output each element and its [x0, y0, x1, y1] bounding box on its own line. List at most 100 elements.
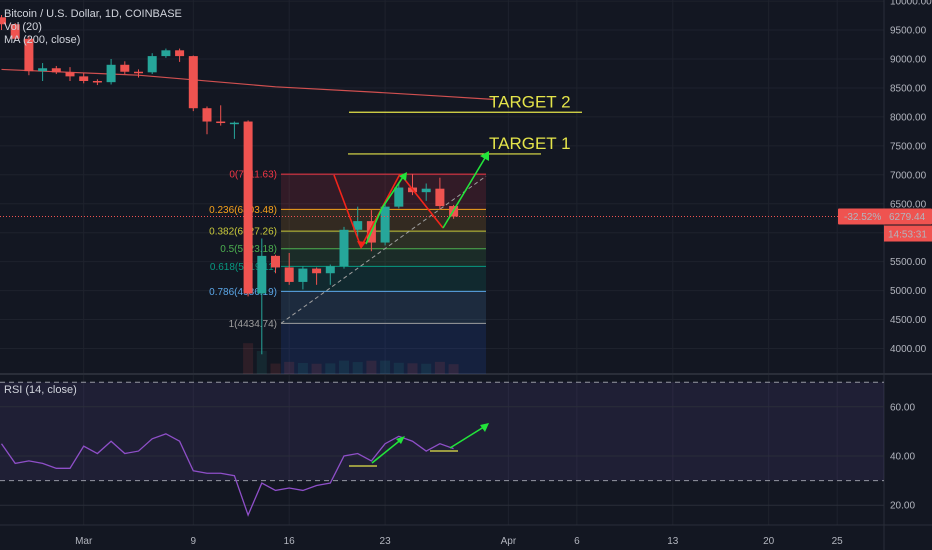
countdown-text: 14:53:31 [888, 230, 927, 241]
symbol-title[interactable]: Bitcoin / U.S. Dollar, 1D, COINBASE [4, 8, 182, 20]
fib-level-label: 0.786(4986.19) [209, 287, 277, 298]
vol-label[interactable]: Vol (20) [4, 21, 42, 33]
rsi-legend: RSI (14, close) [4, 384, 77, 397]
volume-bar [366, 360, 377, 374]
target-label: TARGET 1 [489, 134, 571, 153]
volume-bar [311, 363, 322, 374]
fib-trend-line [280, 175, 487, 324]
candle-body[interactable] [10, 24, 20, 39]
volume-bar [380, 360, 391, 374]
fib-zone-band [281, 291, 486, 324]
rsi-tick-label: 40.00 [890, 452, 915, 463]
candle-body[interactable] [271, 255, 280, 268]
time-tick-label: 20 [763, 536, 775, 547]
volume-bar [339, 360, 349, 374]
fib-lower-band [281, 323, 486, 374]
candle-body[interactable] [38, 68, 48, 72]
candle-body[interactable] [175, 50, 185, 57]
candle-body[interactable] [243, 121, 253, 294]
candle-body[interactable] [106, 64, 116, 83]
price-tick-label: 9000.00 [890, 55, 927, 66]
rsi-arrow-head [480, 423, 489, 432]
volume-bar [256, 351, 267, 374]
volume-bar [393, 362, 404, 374]
price-tick-label: 4000.00 [890, 344, 927, 355]
volume-bar [284, 361, 295, 374]
ma-label[interactable]: MA (200, close) [4, 34, 81, 46]
rsi-arrow-line [371, 437, 404, 464]
last-price-text: 6279.44 [889, 212, 926, 223]
countdown-badge [884, 225, 932, 242]
candle-body[interactable] [0, 17, 6, 25]
candle-body[interactable] [353, 221, 363, 230]
candle-body[interactable] [421, 188, 431, 193]
rsi-arrow-head [396, 436, 405, 444]
candle-body[interactable] [120, 64, 130, 72]
green-arrow-head [480, 151, 489, 161]
fib-level-label: 0(7011.63) [229, 170, 277, 181]
price-tick-label: 4500.00 [890, 315, 927, 326]
candle-body[interactable] [312, 268, 322, 274]
price-tick-label: 5500.00 [890, 257, 927, 268]
candle-body[interactable] [202, 108, 212, 122]
fib-zone-band [281, 248, 486, 267]
price-tick-label: 5000.00 [890, 286, 927, 297]
volume-bar [448, 364, 459, 374]
price-tick-label: 8000.00 [890, 112, 927, 123]
candle-body[interactable] [435, 188, 445, 207]
fib-level-label: 0.618(5419.11) [210, 262, 277, 273]
legend: Bitcoin / U.S. Dollar, 1D, COINBASE Vol … [4, 8, 182, 47]
last-price-badge [838, 208, 932, 225]
candle-body[interactable] [65, 72, 75, 77]
green-path-line [365, 173, 406, 245]
target-label: TARGET 2 [489, 92, 571, 111]
fib-level-label: 0.382(6027.26) [209, 227, 277, 238]
candle-body[interactable] [51, 68, 61, 73]
volume-bar [421, 363, 432, 374]
candle-body[interactable] [79, 76, 89, 82]
rsi-band [0, 382, 884, 481]
candle-body[interactable] [394, 187, 404, 207]
rsi-tick-label: 20.00 [890, 501, 915, 512]
candle-body[interactable] [284, 267, 294, 282]
candle-body[interactable] [147, 56, 157, 73]
green-arrow-head [399, 172, 407, 181]
candle-body[interactable] [188, 56, 198, 109]
time-tick-label: 6 [574, 536, 580, 547]
time-tick-label: 13 [667, 536, 679, 547]
time-tick-label: 16 [284, 536, 296, 547]
candle-body[interactable] [298, 268, 308, 282]
time-tick-label: 25 [832, 536, 844, 547]
fib-zone-band [281, 266, 486, 292]
time-tick-label: Apr [501, 536, 517, 547]
candle-body[interactable] [92, 81, 102, 83]
price-tick-label: 7500.00 [890, 141, 927, 152]
red-path-line [401, 175, 444, 229]
price-tick-label: 9500.00 [890, 26, 927, 37]
candle-body[interactable] [257, 255, 267, 294]
price-tick-label: 10000.00 [890, 0, 932, 8]
candle-body[interactable] [229, 122, 239, 125]
volume-bar [352, 362, 363, 374]
candle-body[interactable] [216, 121, 226, 124]
price-change-text: -32.52% [844, 212, 881, 223]
volume-bar [243, 343, 254, 374]
rsi-tick-label: 60.00 [890, 402, 915, 413]
rsi-arrow-line [449, 424, 488, 449]
time-tick-label: Mar [75, 536, 93, 547]
candle-body[interactable] [134, 71, 143, 74]
time-tick-label: 9 [191, 536, 197, 547]
candle-body[interactable] [325, 266, 335, 274]
volume-bar [270, 363, 281, 374]
price-tick-label: 6500.00 [890, 199, 927, 210]
ma-200-line[interactable] [1, 68, 495, 101]
rsi-line[interactable] [0, 433, 454, 517]
candle-body[interactable] [24, 38, 34, 72]
green-projection-line [442, 152, 489, 229]
candle-body[interactable] [339, 229, 349, 267]
candle-body[interactable] [161, 50, 171, 57]
rsi-label[interactable]: RSI (14, close) [4, 384, 77, 396]
volume-bar [407, 363, 418, 374]
candle-body[interactable] [380, 206, 390, 243]
